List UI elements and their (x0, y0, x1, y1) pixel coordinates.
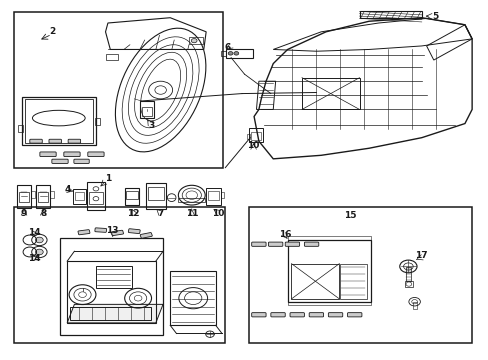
FancyBboxPatch shape (327, 312, 342, 317)
FancyBboxPatch shape (74, 159, 89, 163)
Polygon shape (67, 304, 163, 323)
Bar (220, 192, 224, 198)
FancyBboxPatch shape (95, 228, 106, 232)
Bar (178, 198, 205, 202)
FancyBboxPatch shape (270, 312, 285, 317)
FancyBboxPatch shape (78, 230, 90, 235)
Ellipse shape (36, 249, 43, 255)
Bar (246, 134, 250, 139)
Text: 3: 3 (148, 121, 154, 130)
Ellipse shape (228, 51, 232, 55)
Bar (126, 190, 137, 199)
FancyBboxPatch shape (268, 242, 282, 246)
FancyBboxPatch shape (289, 312, 304, 317)
Text: 7: 7 (157, 210, 163, 219)
FancyBboxPatch shape (285, 242, 299, 246)
Bar (96, 266, 132, 288)
Bar (38, 192, 48, 202)
Bar (287, 240, 371, 302)
Text: 15: 15 (343, 211, 355, 220)
Text: 14: 14 (28, 254, 41, 263)
FancyBboxPatch shape (52, 159, 68, 163)
FancyBboxPatch shape (68, 139, 81, 143)
Bar (146, 183, 166, 209)
Text: 14: 14 (28, 229, 41, 238)
FancyBboxPatch shape (111, 230, 123, 235)
Bar (250, 132, 261, 140)
Bar (31, 191, 35, 198)
Text: 10: 10 (211, 210, 224, 219)
Bar (359, 12, 421, 18)
Bar (340, 264, 366, 299)
Bar (302, 78, 359, 109)
Bar (404, 281, 412, 287)
Text: 8: 8 (40, 210, 46, 219)
Text: 16: 16 (279, 230, 291, 239)
Bar (73, 189, 86, 204)
Bar (17, 185, 31, 208)
Bar (24, 99, 93, 143)
Text: 17: 17 (415, 251, 427, 260)
Bar (50, 191, 54, 198)
Bar (291, 264, 339, 299)
Bar (21, 97, 96, 145)
Bar (124, 188, 139, 205)
Bar (140, 101, 154, 118)
Ellipse shape (191, 39, 197, 43)
Ellipse shape (233, 51, 238, 55)
Text: 12: 12 (127, 210, 139, 219)
Bar (15, 207, 225, 343)
Ellipse shape (36, 237, 43, 243)
Text: 11: 11 (185, 210, 198, 219)
Bar (69, 307, 151, 320)
Bar (287, 302, 371, 305)
FancyBboxPatch shape (30, 139, 42, 143)
Text: 10: 10 (247, 141, 259, 150)
FancyBboxPatch shape (40, 152, 56, 157)
FancyBboxPatch shape (251, 242, 265, 246)
Bar (249, 128, 262, 142)
FancyBboxPatch shape (64, 152, 80, 157)
FancyBboxPatch shape (128, 229, 140, 234)
Bar (15, 12, 223, 168)
Bar (89, 192, 102, 204)
Text: 13: 13 (106, 226, 119, 235)
Bar (105, 54, 117, 60)
FancyBboxPatch shape (88, 152, 104, 157)
Bar (60, 238, 163, 335)
Text: 1: 1 (104, 174, 111, 183)
Bar (221, 51, 226, 56)
Text: 9: 9 (21, 210, 27, 219)
Bar (19, 192, 29, 202)
Text: 2: 2 (50, 27, 56, 36)
Text: 5: 5 (431, 12, 437, 21)
FancyBboxPatch shape (140, 233, 152, 238)
Text: 4: 4 (65, 185, 71, 194)
Bar (170, 271, 215, 325)
Bar (75, 192, 84, 200)
Bar (406, 267, 410, 280)
Bar (287, 237, 371, 240)
Bar (189, 37, 203, 44)
Bar (226, 49, 252, 58)
Bar (412, 302, 416, 309)
Bar (18, 125, 22, 132)
Bar (148, 187, 164, 200)
Bar (95, 118, 100, 125)
FancyBboxPatch shape (308, 312, 323, 317)
Bar (87, 183, 104, 210)
Bar (142, 107, 152, 116)
Bar (36, 185, 50, 208)
Bar (207, 191, 219, 200)
Text: 6: 6 (224, 43, 230, 52)
FancyBboxPatch shape (347, 312, 361, 317)
Bar (249, 207, 471, 343)
FancyBboxPatch shape (49, 139, 61, 143)
FancyBboxPatch shape (251, 312, 265, 317)
FancyBboxPatch shape (304, 242, 318, 246)
Bar (206, 188, 220, 205)
